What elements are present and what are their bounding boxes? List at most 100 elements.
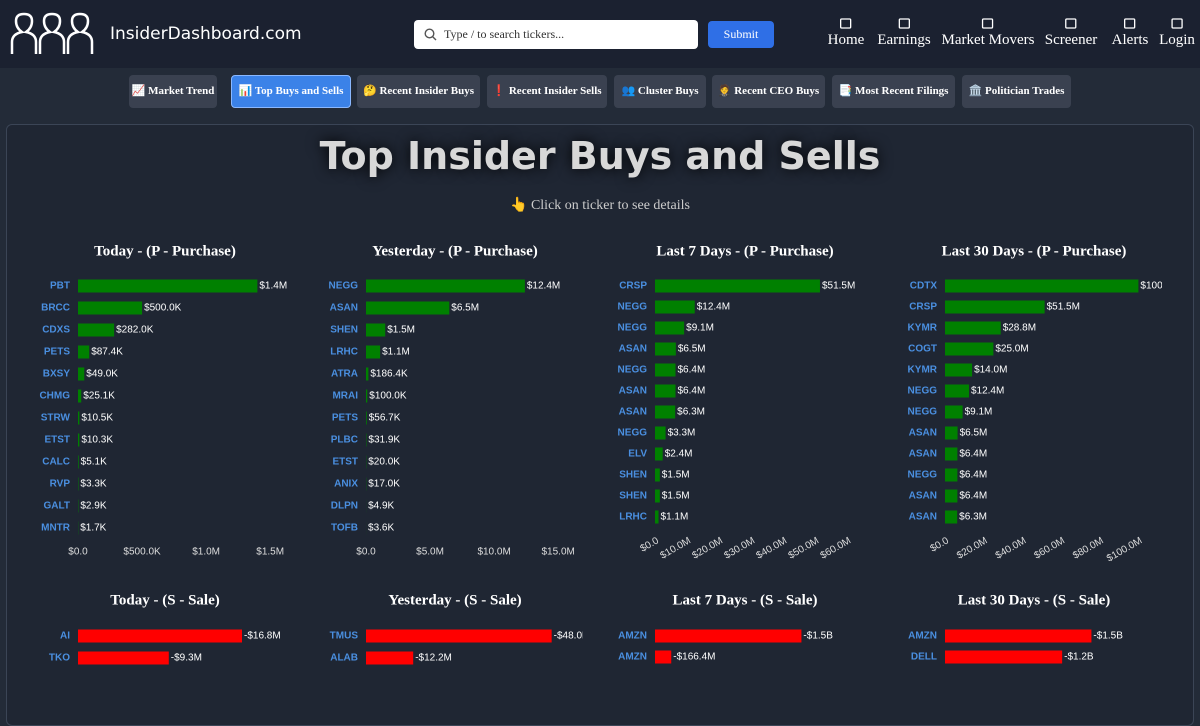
ticker-label[interactable]: ALAB — [330, 653, 358, 664]
bar — [78, 368, 84, 381]
ticker-label[interactable]: ATRA — [331, 369, 358, 380]
ticker-label[interactable]: ASAN — [909, 512, 937, 523]
ticker-label[interactable]: TOFB — [331, 523, 358, 534]
bar — [78, 346, 89, 359]
bar — [945, 364, 972, 377]
x-tick-label: $20.0M — [690, 535, 724, 561]
value-label: -$48.0M — [554, 631, 591, 642]
ticker-label[interactable]: PETS — [332, 413, 358, 424]
ticker-label[interactable]: NEGG — [908, 407, 938, 418]
ticker-label[interactable]: DELL — [911, 652, 937, 663]
bar — [78, 630, 242, 643]
ticker-label[interactable]: RVP — [50, 479, 71, 490]
value-label: $1.5M — [387, 325, 415, 336]
ticker-label[interactable]: PLBC — [331, 435, 358, 446]
ticker-label[interactable]: CDTX — [910, 281, 938, 292]
chart-title: Today - (P - Purchase) — [94, 243, 236, 259]
x-tick-label: $0.0 — [928, 535, 951, 554]
ticker-label[interactable]: ASAN — [619, 386, 647, 397]
ticker-label[interactable]: AMZN — [618, 652, 647, 663]
ticker-label[interactable]: PETS — [44, 347, 70, 358]
ticker-label[interactable]: CRSP — [619, 281, 647, 292]
ticker-label[interactable]: MNTR — [41, 523, 71, 534]
ticker-label[interactable]: NEGG — [908, 470, 938, 481]
ticker-label[interactable]: NEGG — [618, 302, 648, 313]
ticker-label[interactable]: TKO — [49, 653, 70, 664]
ticker-label[interactable]: ELV — [628, 449, 647, 460]
value-label: $9.1M — [686, 323, 714, 334]
ticker-label[interactable]: ASAN — [909, 491, 937, 502]
ticker-label[interactable]: NEGG — [618, 323, 648, 334]
ticker-label[interactable]: GALT — [44, 501, 70, 512]
ticker-label[interactable]: ASAN — [909, 449, 937, 460]
chart: Last 7 Days - (S - Sale)AMZN-$1.5BAMZN-$… — [618, 592, 833, 663]
value-label: $3.3K — [80, 479, 106, 490]
ticker-label[interactable]: NEGG — [618, 365, 648, 376]
bar — [655, 469, 660, 482]
ticker-label[interactable]: COGT — [908, 344, 937, 355]
bar — [655, 651, 671, 664]
bar — [945, 322, 1001, 335]
x-tick-label: $20.0M — [955, 535, 989, 561]
chart: Last 30 Days - (S - Sale)AMZN-$1.5BDELL-… — [908, 592, 1123, 663]
value-label: $1.7K — [80, 523, 106, 534]
bar — [655, 364, 676, 377]
ticker-label[interactable]: ETST — [44, 435, 70, 446]
ticker-label[interactable]: LRHC — [619, 512, 647, 523]
ticker-label[interactable]: AI — [60, 631, 70, 642]
value-label: $56.7K — [369, 413, 401, 424]
ticker-label[interactable]: CALC — [42, 457, 70, 468]
ticker-label[interactable]: SHEN — [619, 470, 647, 481]
bar — [945, 630, 1091, 643]
ticker-label[interactable]: ASAN — [619, 344, 647, 355]
value-label: -$16.8M — [244, 631, 281, 642]
bar — [655, 448, 663, 461]
ticker-label[interactable]: NEGG — [618, 428, 648, 439]
ticker-label[interactable]: LRHC — [330, 347, 358, 358]
bar — [366, 630, 552, 643]
bar — [945, 490, 957, 503]
value-label: $14.0M — [974, 365, 1007, 376]
ticker-label[interactable]: TMUS — [330, 631, 359, 642]
bar — [366, 412, 367, 425]
ticker-label[interactable]: SHEN — [330, 325, 358, 336]
value-label: $100.0K — [369, 391, 407, 402]
ticker-label[interactable]: NEGG — [908, 386, 938, 397]
ticker-label[interactable]: MRAI — [332, 391, 358, 402]
ticker-label[interactable]: CRSP — [909, 302, 937, 313]
ticker-label[interactable]: ASAN — [619, 407, 647, 418]
ticker-label[interactable]: BRCC — [41, 303, 70, 314]
chart-title: Last 7 Days - (P - Purchase) — [656, 243, 833, 259]
ticker-label[interactable]: KYMR — [908, 323, 938, 334]
value-label: $1.1M — [382, 347, 410, 358]
ticker-label[interactable]: AMZN — [908, 631, 937, 642]
value-label: $28.8M — [1003, 323, 1036, 334]
x-tick-label: $1.0M — [192, 547, 220, 558]
bar — [655, 301, 695, 314]
value-label: $500.0K — [144, 303, 182, 314]
ticker-label[interactable]: ASAN — [909, 428, 937, 439]
value-label: $2.9K — [80, 501, 106, 512]
bar — [945, 301, 1045, 314]
ticker-label[interactable]: BXSY — [43, 369, 71, 380]
ticker-label[interactable]: DLPN — [331, 501, 358, 512]
ticker-label[interactable]: CHMG — [39, 391, 70, 402]
chart-title: Last 7 Days - (S - Sale) — [673, 592, 818, 608]
ticker-label[interactable]: AMZN — [618, 631, 647, 642]
ticker-label[interactable]: SHEN — [619, 491, 647, 502]
ticker-label[interactable]: STRW — [41, 413, 71, 424]
ticker-label[interactable]: NEGG — [329, 281, 359, 292]
value-label: $6.3M — [677, 407, 705, 418]
ticker-label[interactable]: CDXS — [42, 325, 70, 336]
value-label: $2.4M — [665, 449, 693, 460]
value-label: $12.4M — [971, 386, 1004, 397]
ticker-label[interactable]: ANIX — [334, 479, 358, 490]
value-label: $6.5M — [451, 303, 479, 314]
ticker-label[interactable]: ASAN — [330, 303, 358, 314]
ticker-label[interactable]: PBT — [50, 281, 70, 292]
x-tick-label: $60.0M — [1032, 535, 1066, 561]
bar — [78, 324, 114, 337]
value-label: $1.5M — [662, 491, 690, 502]
ticker-label[interactable]: ETST — [332, 457, 358, 468]
ticker-label[interactable]: KYMR — [908, 365, 938, 376]
